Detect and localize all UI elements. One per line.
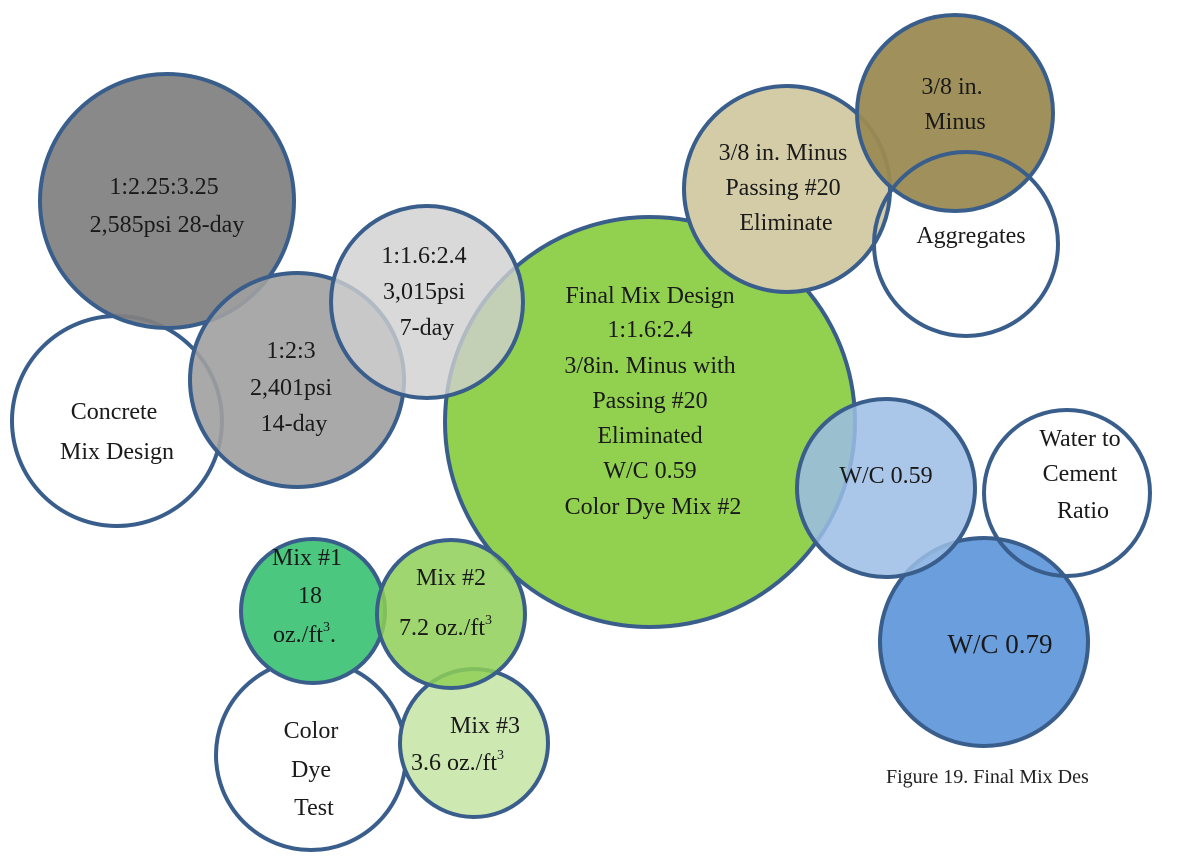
passing-20-eliminate-label: 3/8 in. Minus Passing #20 Eliminate bbox=[719, 140, 854, 236]
mix-28day-label: 1:2.25:3.25 2,585psi 28-day bbox=[90, 174, 245, 238]
mix3-circle bbox=[398, 667, 550, 819]
mix-14day-label: 1:2:3 2,401psi 14-day bbox=[250, 338, 338, 437]
mix-7day-circle bbox=[329, 204, 525, 400]
mix2-unit-label: 7.2 oz./ft3 bbox=[399, 613, 492, 641]
mix-28day-circle bbox=[38, 72, 296, 330]
concrete-mix-design-label: Concrete Mix Design bbox=[60, 399, 174, 465]
color-dye-test-circle bbox=[214, 658, 408, 852]
final-mix-design-label: Final Mix Design 1:1.6:2.4 3/8in. Minus … bbox=[564, 283, 741, 520]
water-cement-ratio-circle bbox=[982, 408, 1152, 578]
color-dye-test-label: Color Dye Test bbox=[284, 718, 345, 821]
water-cement-ratio-label: Water to Cement Ratio bbox=[1039, 426, 1126, 524]
mix2-circle bbox=[375, 538, 527, 690]
aggregates-label: Aggregates bbox=[916, 223, 1025, 249]
mix3-unit-label: 3.6 oz./ft3 bbox=[411, 748, 504, 776]
mix1-label: Mix #1 18 bbox=[272, 545, 348, 609]
mix2-label: Mix #2 bbox=[416, 565, 486, 591]
mix3-label: Mix #3 bbox=[450, 713, 520, 739]
minus-3-8-label: 3/8 in. Minus bbox=[921, 74, 988, 135]
wc-059-label: W/C 0.59 bbox=[839, 463, 932, 489]
wc-059-circle bbox=[795, 397, 977, 579]
wc-079-circle bbox=[878, 536, 1090, 748]
wc-079-label: W/C 0.79 bbox=[948, 629, 1053, 659]
mix1-unit-label: oz./ft3. bbox=[273, 620, 336, 648]
figure-caption: Figure 19. Final Mix Des bbox=[886, 766, 1089, 788]
mix-7day-label: 1:1.6:2.4 3,015psi 7-day bbox=[381, 243, 472, 341]
aggregates-circle bbox=[872, 150, 1060, 338]
